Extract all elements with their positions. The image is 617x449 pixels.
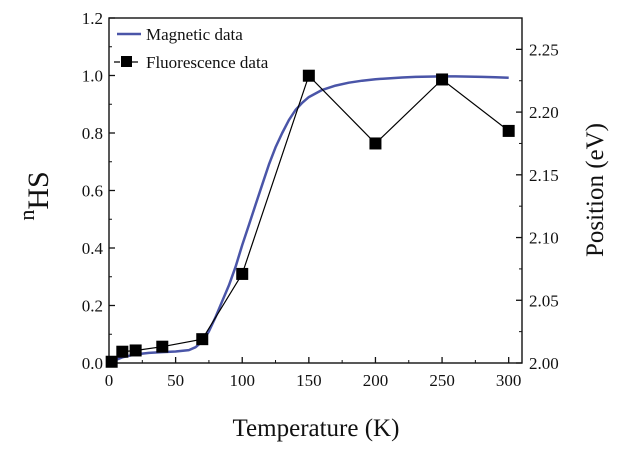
legend-label-magnetic: Magnetic data	[146, 25, 243, 44]
fluorescence-data-point	[369, 137, 382, 150]
y-left-tick-label: 0.2	[82, 297, 103, 316]
x-tick-label: 200	[363, 371, 389, 390]
x-tick-label: 100	[229, 371, 255, 390]
fluorescence-data-point	[129, 344, 142, 357]
magnetic-data-line	[111, 75, 509, 363]
y-right-tick-label: 2.10	[529, 229, 559, 248]
y-left-tick-label: 0.0	[82, 354, 103, 373]
legend-label-fluorescence: Fluorescence data	[146, 53, 269, 72]
y-left-tick-label: 0.4	[82, 239, 104, 258]
x-tick-label: 250	[429, 371, 455, 390]
x-tick-label: 150	[296, 371, 322, 390]
x-tick-label: 300	[496, 371, 522, 390]
y-left-axis-ticks: 0.0 0.2 0.4 0.6 0.8 1.0 1.2	[82, 9, 115, 373]
y-left-axis-title: nHS	[14, 171, 55, 220]
fluorescence-data-line	[111, 74, 510, 363]
x-axis-title: Temperature (K)	[233, 415, 400, 442]
y-right-axis-title: Position (eV)	[582, 123, 609, 257]
y-right-tick-label: 2.25	[529, 40, 559, 59]
y-left-tick-label: 1.2	[82, 9, 103, 28]
fluorescence-data-point	[156, 340, 169, 353]
y-right-tick-label: 2.05	[529, 291, 559, 310]
fluorescence-data-point	[196, 333, 209, 346]
y-left-tick-label: 1.0	[82, 67, 103, 86]
series-layer	[105, 69, 515, 368]
y-left-axis-title-base: n	[14, 210, 39, 221]
y-right-tick-label: 2.15	[529, 166, 559, 185]
y-left-tick-label: 0.8	[82, 124, 103, 143]
legend: Magnetic data Fluorescence data	[114, 25, 269, 72]
y-right-tick-label: 2.20	[529, 103, 559, 122]
x-tick-label: 50	[167, 371, 184, 390]
fluorescence-data-point	[302, 69, 315, 82]
y-left-tick-label: 0.6	[82, 182, 103, 201]
fluorescence-data-point	[116, 345, 129, 358]
legend-swatch-fluorescence-marker	[121, 56, 132, 67]
fluorescence-data-point	[436, 73, 449, 86]
fluorescence-data-point	[502, 124, 515, 137]
x-tick-label: 0	[105, 371, 114, 390]
y-right-axis-ticks: 2.00 2.05 2.10 2.15 2.20 2.25	[516, 17, 559, 373]
x-axis-ticks: 0 50 100 150 200 250 300	[105, 357, 522, 390]
y-left-axis-title-sub: HS	[22, 171, 55, 209]
fluorescence-data-point	[105, 355, 118, 368]
fluorescence-data-point	[236, 267, 249, 280]
y-right-tick-label: 2.00	[529, 354, 559, 373]
